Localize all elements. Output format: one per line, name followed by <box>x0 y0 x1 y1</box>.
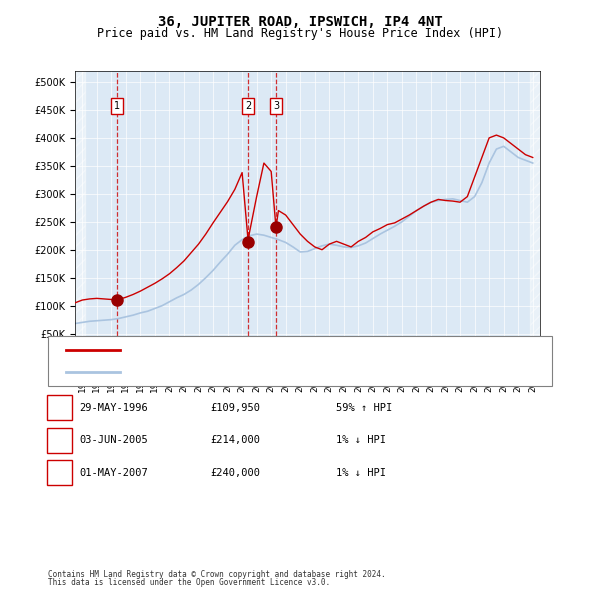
Text: 1: 1 <box>56 403 63 412</box>
Text: 1% ↓ HPI: 1% ↓ HPI <box>336 468 386 477</box>
Text: 36, JUPITER ROAD, IPSWICH, IP4 4NT: 36, JUPITER ROAD, IPSWICH, IP4 4NT <box>158 15 442 29</box>
Text: 36, JUPITER ROAD, IPSWICH, IP4 4NT (detached house): 36, JUPITER ROAD, IPSWICH, IP4 4NT (deta… <box>126 345 425 355</box>
Text: HPI: Average price, detached house, Ipswich: HPI: Average price, detached house, Ipsw… <box>126 368 379 378</box>
Bar <box>75 71 85 362</box>
Text: £109,950: £109,950 <box>210 403 260 412</box>
Text: 3: 3 <box>56 468 63 477</box>
Text: 03-JUN-2005: 03-JUN-2005 <box>79 435 148 445</box>
Text: Contains HM Land Registry data © Crown copyright and database right 2024.: Contains HM Land Registry data © Crown c… <box>48 570 386 579</box>
Text: Price paid vs. HM Land Registry's House Price Index (HPI): Price paid vs. HM Land Registry's House … <box>97 27 503 40</box>
Text: 3: 3 <box>273 101 279 111</box>
Text: 2: 2 <box>56 435 63 445</box>
Text: 1: 1 <box>114 101 121 111</box>
Text: 59% ↑ HPI: 59% ↑ HPI <box>336 403 392 412</box>
Text: 1% ↓ HPI: 1% ↓ HPI <box>336 435 386 445</box>
Text: 29-MAY-1996: 29-MAY-1996 <box>79 403 148 412</box>
Text: £240,000: £240,000 <box>210 468 260 477</box>
Text: £214,000: £214,000 <box>210 435 260 445</box>
Bar <box>530 71 540 362</box>
Text: 01-MAY-2007: 01-MAY-2007 <box>79 468 148 477</box>
Text: This data is licensed under the Open Government Licence v3.0.: This data is licensed under the Open Gov… <box>48 578 330 587</box>
Text: 2: 2 <box>245 101 251 111</box>
